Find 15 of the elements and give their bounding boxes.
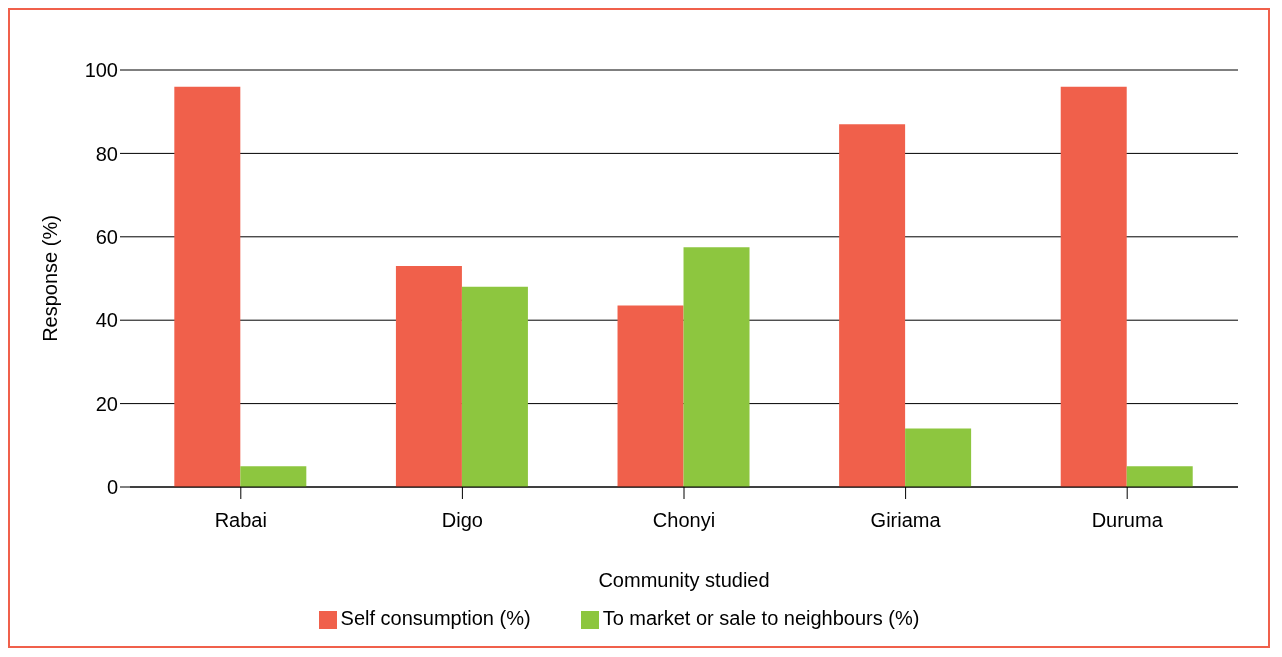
legend-label: Self consumption (%): [340, 607, 531, 629]
x-tick-label: Chonyi: [652, 509, 716, 532]
x-tick-label: Rabai: [214, 509, 267, 532]
x-tick-label: Digo: [441, 509, 483, 532]
legend-label: To market or sale to neighbours (%): [602, 607, 920, 629]
y-tick-label: 40: [95, 309, 118, 332]
x-tick-label: Giriama: [870, 509, 942, 532]
y-tick-label: 0: [106, 476, 118, 499]
y-tick-label: 60: [95, 225, 118, 248]
y-tick-label: 100: [84, 59, 118, 82]
x-tick-label: Duruma: [1091, 509, 1164, 532]
y-axis-title: Response (%): [39, 215, 62, 342]
y-tick-label: 80: [95, 142, 118, 165]
y-tick-label: 20: [95, 392, 118, 415]
x-axis-title: Community studied: [598, 569, 770, 591]
